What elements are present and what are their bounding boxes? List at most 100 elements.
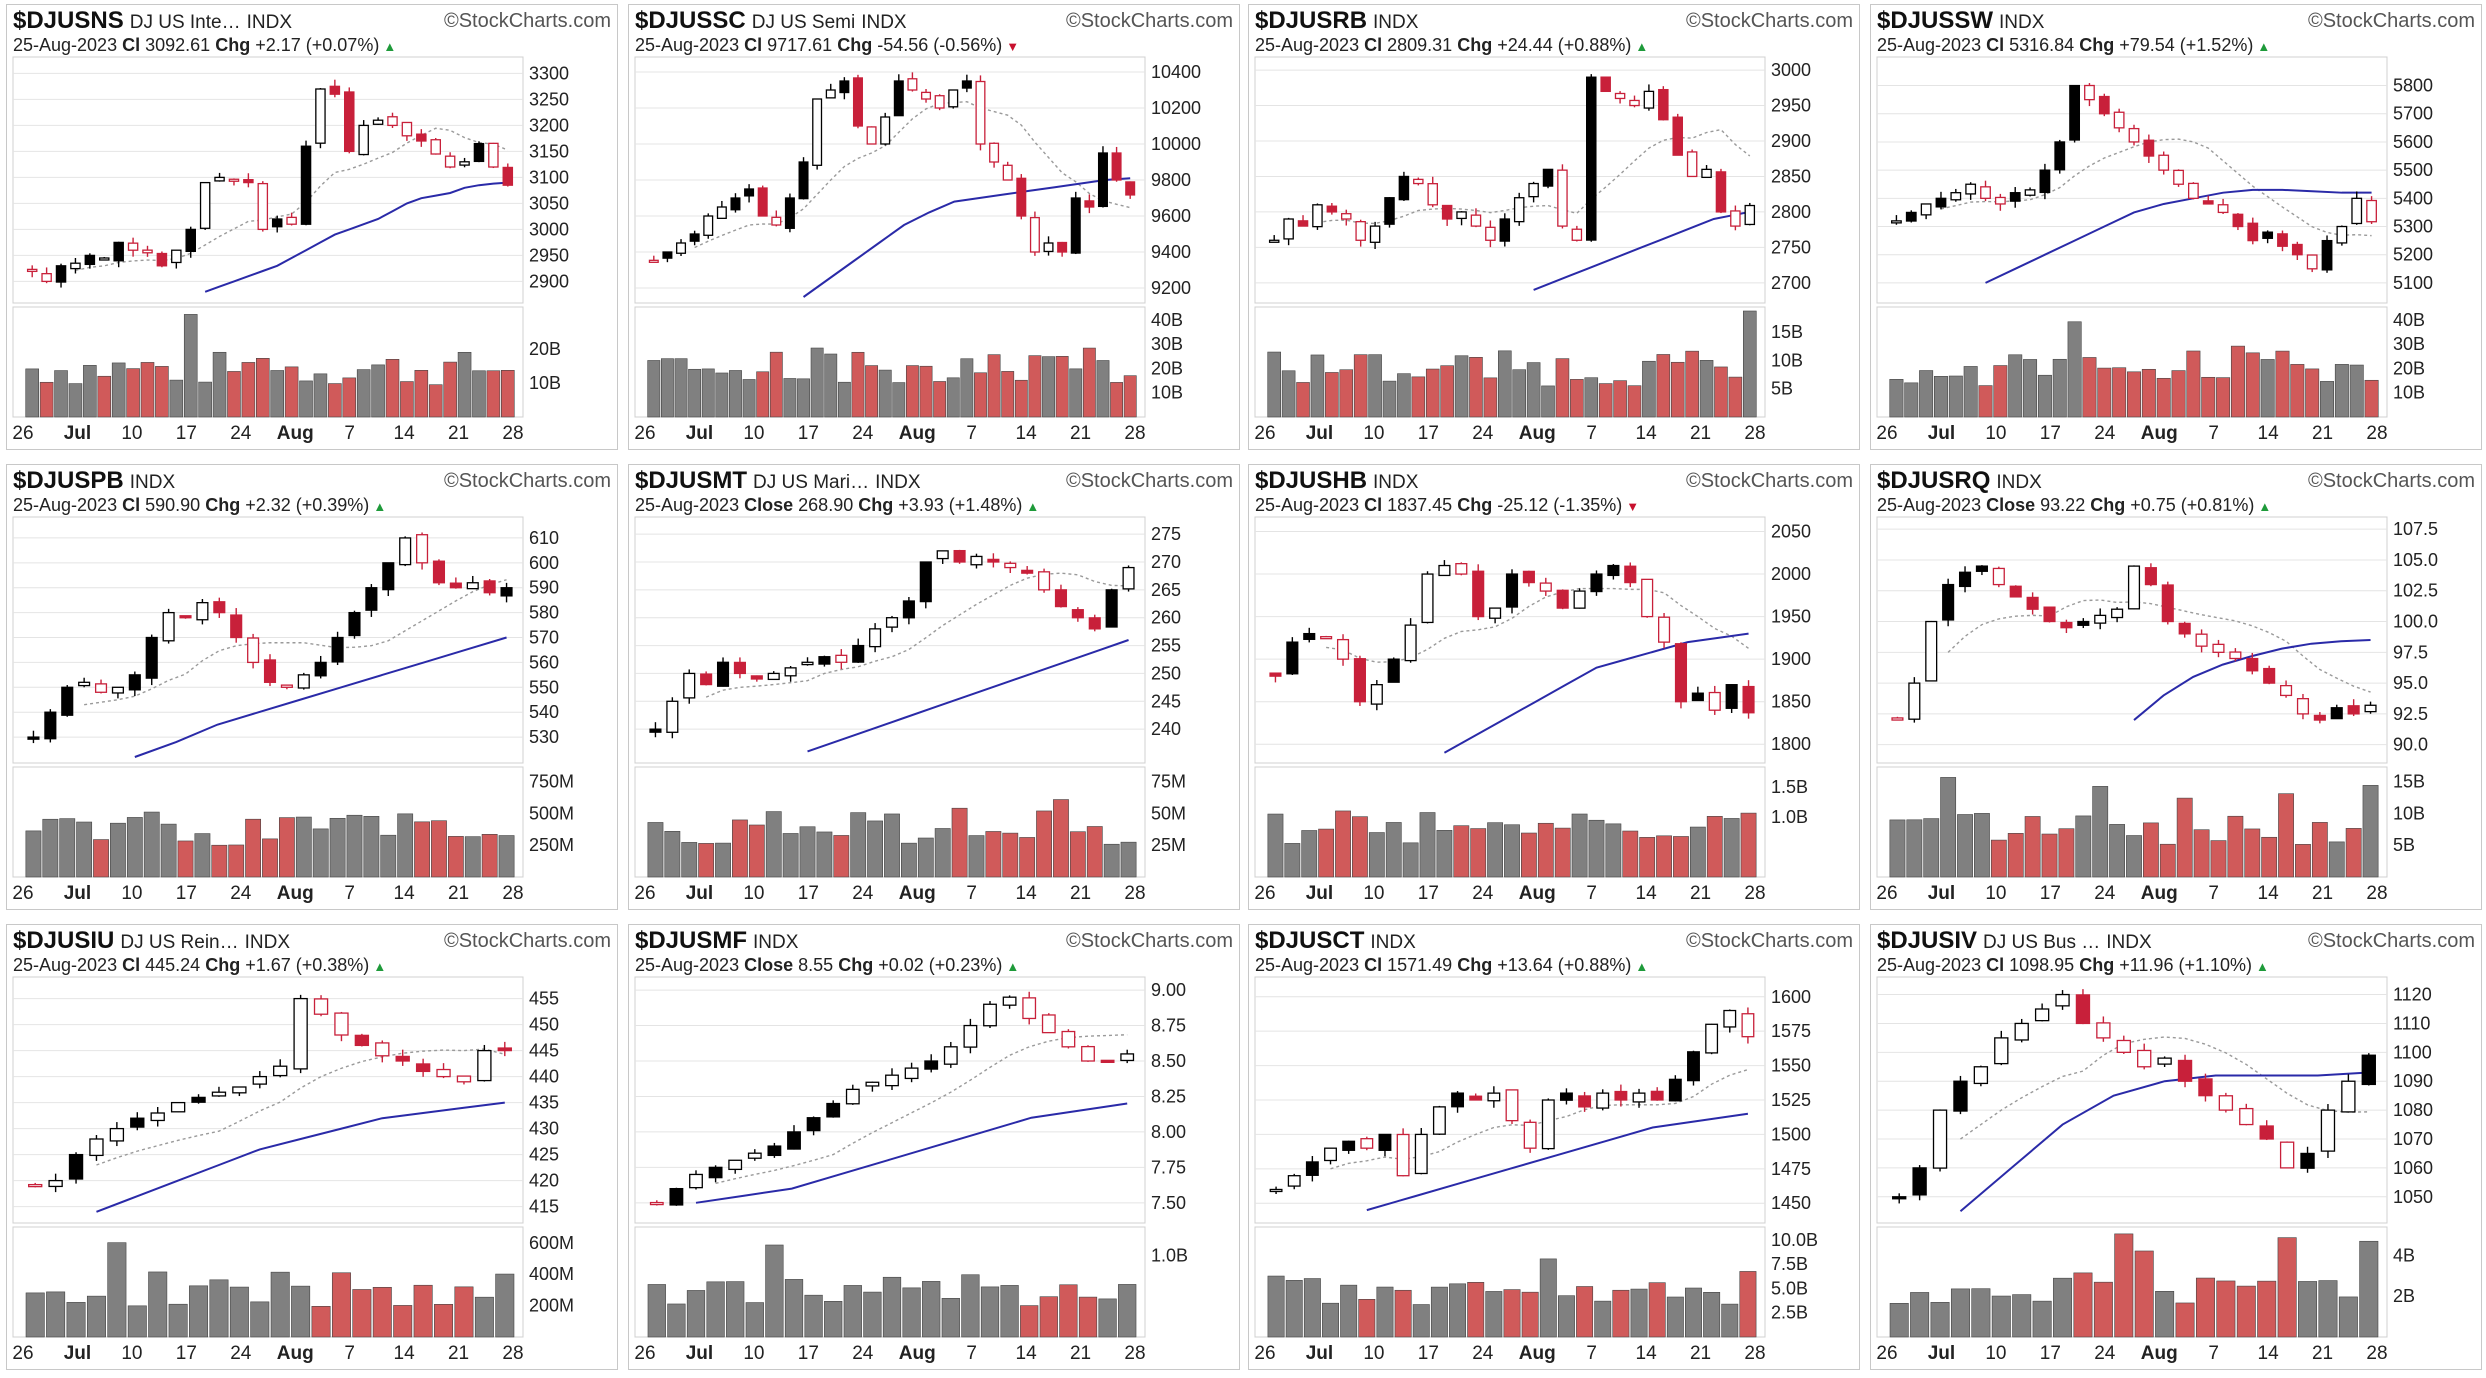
candle (271, 215, 283, 233)
volume-bar (481, 834, 498, 878)
candle (1004, 561, 1017, 574)
volume-tick-label: 5B (2393, 835, 2415, 855)
chart-panel[interactable]: $DJUSHB INDX ©StockCharts.com 25-Aug-2023 C… (1248, 464, 1860, 910)
price-tick-label: 3300 (529, 63, 569, 83)
chart-panel[interactable]: $DJUSRB INDX ©StockCharts.com 25-Aug-2023 C… (1248, 4, 1860, 450)
index-name: DJ US Rein… (120, 932, 239, 953)
volume-bar (1036, 810, 1052, 878)
volume-bar (1504, 824, 1520, 878)
symbol[interactable]: $DJUSRB (1255, 7, 1368, 34)
volume-bar (1557, 1295, 1575, 1338)
volume-bar (140, 362, 155, 418)
change-label: Chg (2079, 955, 2115, 975)
chart-panel[interactable]: $DJUSMT DJ US Mari… INDX ©StockCharts.com 25… (628, 464, 1240, 910)
price-tick-label: 2000 (1771, 564, 1811, 584)
candle (1469, 1093, 1483, 1101)
candle (1122, 565, 1135, 592)
volume-bar (1430, 1286, 1448, 1338)
close-label: Cl (1986, 35, 2005, 55)
volume-bar (363, 816, 380, 878)
price-tick-label: 255 (1151, 636, 1181, 656)
volume-bar (1454, 355, 1469, 418)
candle (170, 1101, 186, 1113)
symbol[interactable]: $DJUSMF (635, 927, 748, 954)
volume-bar (278, 817, 295, 878)
volume-bar (189, 1285, 209, 1338)
symbol[interactable]: $DJUSCT (1255, 927, 1365, 954)
candle (1950, 188, 1962, 202)
symbol[interactable]: $DJUSNS (13, 7, 124, 34)
candle (2084, 83, 2095, 107)
chart-panel[interactable]: $DJUSIU DJ US Rein… INDX ©StockCharts.com 25… (6, 924, 618, 1370)
volume-bar (211, 844, 228, 878)
candle (1342, 1140, 1356, 1154)
price-tick-label: 9800 (1151, 170, 1191, 190)
x-tick-label: 14 (1636, 423, 1658, 444)
candle (1432, 1105, 1446, 1135)
candle (2195, 629, 2208, 653)
candle (2291, 241, 2303, 260)
volume-bar (413, 1284, 433, 1338)
volume-bar (495, 1273, 515, 1338)
candle (156, 251, 168, 268)
volume-bar (1699, 360, 1714, 418)
volume-bar (1086, 826, 1103, 878)
symbol[interactable]: $DJUSMT (635, 467, 748, 494)
symbol[interactable]: $DJUSHB (1255, 467, 1368, 494)
x-tick-label: 26 (1254, 1343, 1275, 1364)
close-value: 9717.61 (767, 35, 833, 55)
price-tick-label: 5400 (2393, 188, 2433, 208)
candle (1414, 1128, 1428, 1175)
volume-bar (2024, 816, 2041, 878)
volume-bar (454, 1286, 474, 1338)
volume-bar (1002, 832, 1019, 878)
chart-panel[interactable]: $DJUSSW INDX ©StockCharts.com 25-Aug-2023 C… (1870, 4, 2482, 450)
x-tick-label: 28 (502, 883, 523, 904)
chart-panel[interactable]: $DJUSMF INDX ©StockCharts.com 25-Aug-2023 C… (628, 924, 1240, 1370)
x-tick-label: 17 (176, 883, 197, 904)
symbol[interactable]: $DJUSRQ (1877, 467, 1991, 494)
chart-header: $DJUSCT INDX ©StockCharts.com 25-Aug-2023 C… (1255, 927, 1853, 975)
volume-bar (2260, 359, 2275, 418)
candle (2336, 225, 2348, 246)
x-tick-label: 24 (2094, 423, 2116, 444)
chart-panel[interactable]: $DJUSIV DJ US Bus … INDX ©StockCharts.com 25… (1870, 924, 2482, 1370)
candle (2144, 563, 2157, 587)
volume-bar (765, 1244, 784, 1338)
chart-panel[interactable]: $DJUSCT INDX ©StockCharts.com 25-Aug-2023 C… (1248, 924, 1860, 1370)
volume-bar (1974, 813, 1990, 878)
up-triangle-icon: ▲ (383, 39, 397, 54)
candle (1105, 588, 1118, 628)
volume-bar (1014, 379, 1028, 418)
symbol[interactable]: $DJUSSC (635, 7, 746, 34)
volume-bar (25, 1292, 45, 1338)
chart-panel[interactable]: $DJUSNS DJ US Inte… INDX ©StockCharts.com 25… (6, 4, 618, 450)
candle (1021, 566, 1034, 575)
candle (730, 193, 741, 213)
candle (1269, 672, 1282, 683)
chart-panel[interactable]: $DJUSRQ INDX ©StockCharts.com 25-Aug-2023 C… (1870, 464, 2482, 910)
price-tick-label: 1450 (1771, 1193, 1811, 1213)
x-tick-label: 7 (1586, 1343, 1597, 1364)
candle (716, 657, 730, 687)
price-tick-label: 1550 (1771, 1056, 1811, 1076)
volume-bar (198, 381, 212, 418)
candle (1624, 562, 1637, 588)
chart-panel[interactable]: $DJUSSC DJ US Semi INDX ©StockCharts.com 25-… (628, 4, 1240, 450)
symbol[interactable]: $DJUSSW (1877, 7, 1994, 34)
symbol[interactable]: $DJUSIU (13, 927, 115, 954)
close-value: 5316.84 (2009, 35, 2075, 55)
candle (1701, 165, 1712, 179)
volume-bar (1368, 832, 1385, 878)
symbol[interactable]: $DJUSIV (1877, 927, 1978, 954)
candle (2296, 693, 2310, 720)
volume-bar (110, 822, 126, 878)
x-tick-label: Aug (277, 423, 314, 444)
chart-panel[interactable]: $DJUSPB INDX ©StockCharts.com 25-Aug-2023 C… (6, 464, 618, 910)
candle (372, 117, 384, 125)
volume-bar (241, 362, 256, 418)
symbol[interactable]: $DJUSPB (13, 467, 124, 494)
volume-bar (2171, 370, 2186, 418)
volume-bar (664, 831, 681, 878)
volume-tick-label: 20B (529, 339, 561, 359)
